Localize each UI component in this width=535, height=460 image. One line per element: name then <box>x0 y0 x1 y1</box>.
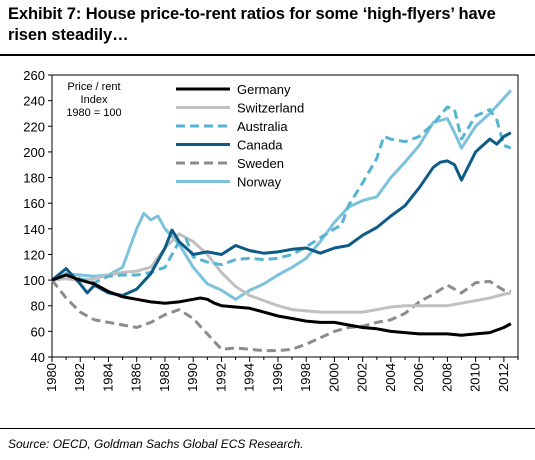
x-tick-label: 2000 <box>326 363 341 392</box>
x-tick-label: 1992 <box>213 363 228 392</box>
series-line-canada <box>51 131 512 297</box>
plot-border <box>51 74 519 358</box>
x-tick-label: 1990 <box>185 363 200 392</box>
y-tick-label: 40 <box>31 350 45 365</box>
legend-label-canada: Canada <box>237 138 283 153</box>
y-tick-label: 180 <box>23 171 45 186</box>
price-to-rent-line-chart: 40 60 80 100 120 140 160 180 200 220 240 260 1980 19… <box>23 68 519 392</box>
series-line-sweden <box>50 279 512 353</box>
series-line-germany <box>51 273 512 337</box>
x-tick-label: 1998 <box>298 363 313 392</box>
x-tick-label: 2006 <box>411 363 426 392</box>
x-tick-label: 2010 <box>468 363 483 392</box>
legend-label-germany: Germany <box>237 82 291 97</box>
index-note-line: 1980 = 100 <box>66 107 121 119</box>
x-tick-label: 1984 <box>100 363 115 392</box>
y-tick-label: 220 <box>23 119 45 134</box>
source-note: Source: OECD, Goldman Sachs Global ECS R… <box>8 437 304 451</box>
exhibit-title: Exhibit 7: House price-to-rent ratios fo… <box>8 5 496 44</box>
y-tick-label: 100 <box>23 273 45 288</box>
series-line-norway <box>51 89 513 301</box>
x-tick-label: 1996 <box>270 363 285 392</box>
legend-label-switzerland: Switzerland <box>237 101 304 116</box>
y-tick-label: 120 <box>23 247 45 262</box>
y-tick-label: 60 <box>31 324 45 339</box>
x-tick-label: 1982 <box>72 363 87 392</box>
footer-divider <box>0 428 535 429</box>
title-divider <box>0 54 535 56</box>
legend-label-norway: Norway <box>237 175 282 190</box>
x-tick-label: 2004 <box>383 363 398 392</box>
legend-label-australia: Australia <box>237 119 288 134</box>
x-tick-label: 2008 <box>439 363 454 392</box>
index-note-line: Index <box>81 94 108 106</box>
x-tick-label: 2002 <box>355 363 370 392</box>
x-tick-label: 1980 <box>44 363 59 392</box>
y-tick-label: 200 <box>23 145 45 160</box>
x-tick-label: 2012 <box>496 363 511 392</box>
x-tick-label: 1994 <box>242 363 257 392</box>
y-tick-label: 160 <box>23 196 45 211</box>
y-tick-label: 80 <box>31 299 45 314</box>
x-tick-label: 1988 <box>157 363 172 392</box>
index-note-line: Price / rent <box>67 81 120 93</box>
y-tick-label: 140 <box>23 222 45 237</box>
y-tick-label: 260 <box>23 68 45 83</box>
x-tick-label: 1986 <box>129 363 144 392</box>
y-tick-label: 240 <box>23 94 45 109</box>
legend-label-sweden: Sweden <box>237 156 284 171</box>
series-line-switzerland <box>51 232 512 314</box>
